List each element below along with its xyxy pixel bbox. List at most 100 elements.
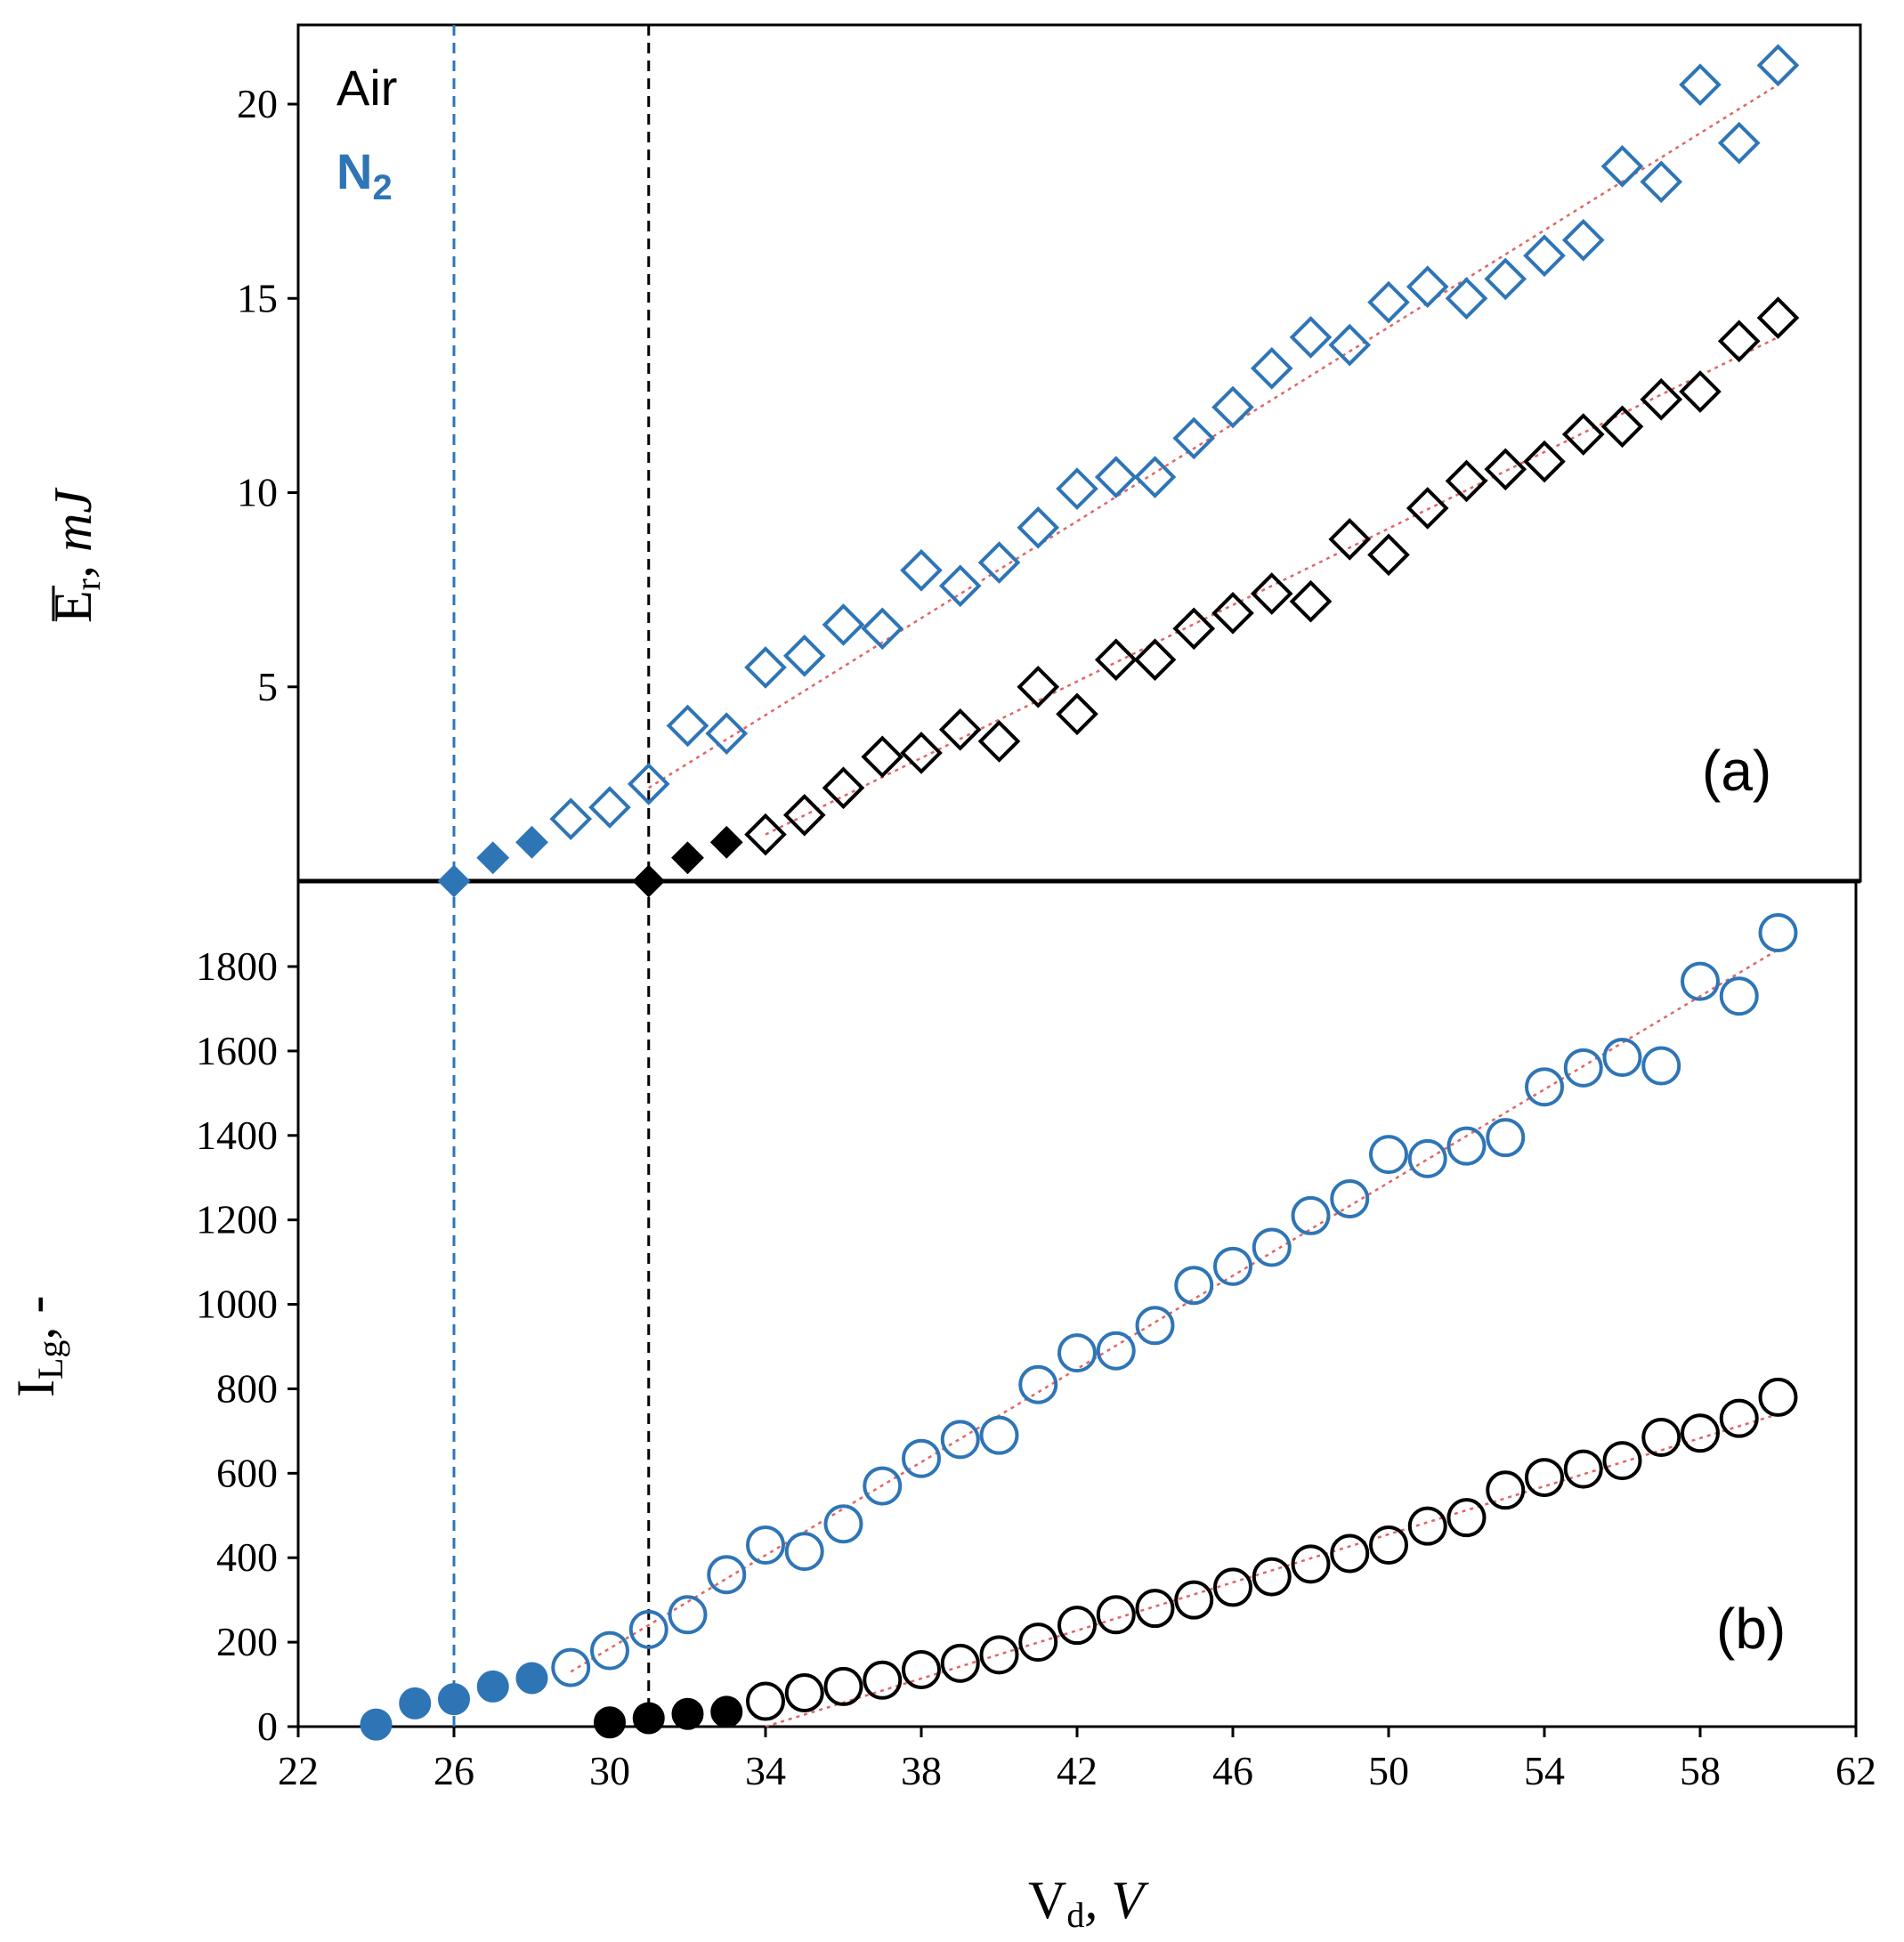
point-b-air xyxy=(1641,1418,1681,1458)
point-a-air xyxy=(1017,665,1060,708)
point-b-air xyxy=(1525,1458,1564,1498)
point-a-air xyxy=(1600,405,1644,449)
point-a-n2 xyxy=(627,763,670,805)
point-a-n2 xyxy=(1211,385,1254,429)
point-b-n2 xyxy=(1135,1306,1175,1346)
point-b-n2 xyxy=(1758,913,1798,953)
point-b-air xyxy=(902,1649,941,1689)
point-b-n2 xyxy=(360,1708,393,1741)
point-b-n2 xyxy=(707,1555,747,1595)
legend-n2: N2 xyxy=(336,143,393,207)
threshold-lines xyxy=(452,25,651,1727)
yb-tick-label: 600 xyxy=(216,1450,278,1495)
x-tick-label: 62 xyxy=(1835,1748,1876,1793)
point-a-n2 xyxy=(1133,456,1177,498)
ya-tick-label: 20 xyxy=(237,81,278,126)
point-a-n2 xyxy=(1250,346,1293,390)
yb-tick-label: 1400 xyxy=(196,1113,278,1158)
point-b-n2 xyxy=(863,1466,903,1506)
point-a-n2 xyxy=(1056,467,1098,510)
point-a-air xyxy=(861,735,904,779)
point-a-air xyxy=(1561,413,1605,456)
point-a-n2 xyxy=(666,704,709,748)
x-axis-label: Vd, V xyxy=(1028,1871,1149,1935)
point-b-n2 xyxy=(438,1683,470,1716)
point-a-air xyxy=(1484,448,1527,491)
point-b-n2 xyxy=(1213,1246,1252,1286)
point-b-n2 xyxy=(1446,1126,1487,1166)
point-b-n2 xyxy=(1486,1118,1526,1158)
x-tick-label: 22 xyxy=(278,1748,319,1793)
point-a-n2 xyxy=(1445,277,1488,320)
point-b-n2 xyxy=(1096,1331,1136,1371)
point-a-air xyxy=(977,720,1021,763)
point-b-air xyxy=(710,1695,743,1728)
point-b-n2 xyxy=(1369,1135,1408,1175)
point-b-n2 xyxy=(668,1595,708,1635)
x-tick-label: 50 xyxy=(1368,1748,1409,1793)
point-a-n2 xyxy=(861,607,904,651)
point-b-n2 xyxy=(979,1415,1019,1455)
ylabel-b-main: I xyxy=(6,1380,65,1397)
point-a-air xyxy=(671,841,704,875)
point-b-n2 xyxy=(399,1687,432,1719)
ylabel-a-unit: , mJ xyxy=(44,488,102,579)
point-b-n2 xyxy=(1563,1048,1603,1088)
point-b-air xyxy=(1291,1544,1331,1584)
point-b-air xyxy=(1758,1377,1798,1417)
axis-ticks: 22 26 30 34 38 42 46 50 54 58 62510152002004006008… xyxy=(196,81,1876,1793)
point-a-n2 xyxy=(977,541,1021,584)
point-a-n2 xyxy=(1289,316,1333,359)
panel-b-frame xyxy=(296,879,1858,1728)
point-a-n2 xyxy=(549,797,593,840)
point-a-air xyxy=(1445,459,1488,503)
point-b-n2 xyxy=(551,1647,591,1687)
point-b-n2 xyxy=(1719,976,1759,1016)
point-a-air xyxy=(782,793,826,837)
point-b-air xyxy=(594,1706,626,1739)
ya-tick-label: 10 xyxy=(237,470,278,515)
point-b-n2 xyxy=(823,1504,863,1544)
point-a-n2 xyxy=(1406,265,1449,308)
x-tick-label: 30 xyxy=(589,1748,630,1793)
point-a-air xyxy=(822,766,865,810)
point-a-n2 xyxy=(782,635,826,677)
point-b-air xyxy=(1330,1533,1370,1574)
point-a-n2 xyxy=(588,786,631,829)
point-b-n2 xyxy=(784,1532,824,1572)
point-b-n2 xyxy=(1525,1067,1564,1107)
trend-line-b-n2 xyxy=(570,948,1779,1673)
ya-tick-label: 5 xyxy=(257,664,278,709)
point-b-n2 xyxy=(1602,1038,1642,1078)
point-a-air xyxy=(632,864,666,898)
point-a-n2 xyxy=(705,712,749,755)
point-a-n2 xyxy=(1640,160,1683,204)
point-b-air xyxy=(1407,1506,1447,1546)
point-a-air xyxy=(1756,296,1800,339)
x-tick-label: 54 xyxy=(1524,1748,1565,1793)
ylabel-a-sub: r xyxy=(68,579,108,590)
point-a-air xyxy=(1289,579,1333,623)
point-b-air xyxy=(1096,1595,1136,1635)
point-a-air xyxy=(1523,440,1566,483)
xlabel-main: V xyxy=(1028,1871,1066,1930)
x-tick-label: 46 xyxy=(1212,1748,1253,1793)
data-markers xyxy=(360,44,1800,1741)
point-b-air xyxy=(979,1635,1019,1675)
ya-tick-label: 15 xyxy=(237,275,278,320)
point-b-air xyxy=(1563,1449,1603,1489)
point-a-air xyxy=(1679,370,1722,413)
x-tick-label: 34 xyxy=(745,1748,786,1793)
point-b-air xyxy=(1135,1589,1175,1629)
point-a-n2 xyxy=(437,864,471,898)
point-a-air xyxy=(1406,487,1449,530)
point-b-air xyxy=(1174,1580,1214,1620)
point-a-n2 xyxy=(1523,234,1566,278)
panel-b-ylabel: ILg, - xyxy=(6,1296,70,1397)
panel-a-label: (a) xyxy=(1702,739,1771,803)
point-b-air xyxy=(1213,1567,1252,1607)
point-b-air xyxy=(671,1697,704,1730)
point-a-air xyxy=(744,813,787,856)
point-b-air xyxy=(1681,1413,1720,1453)
